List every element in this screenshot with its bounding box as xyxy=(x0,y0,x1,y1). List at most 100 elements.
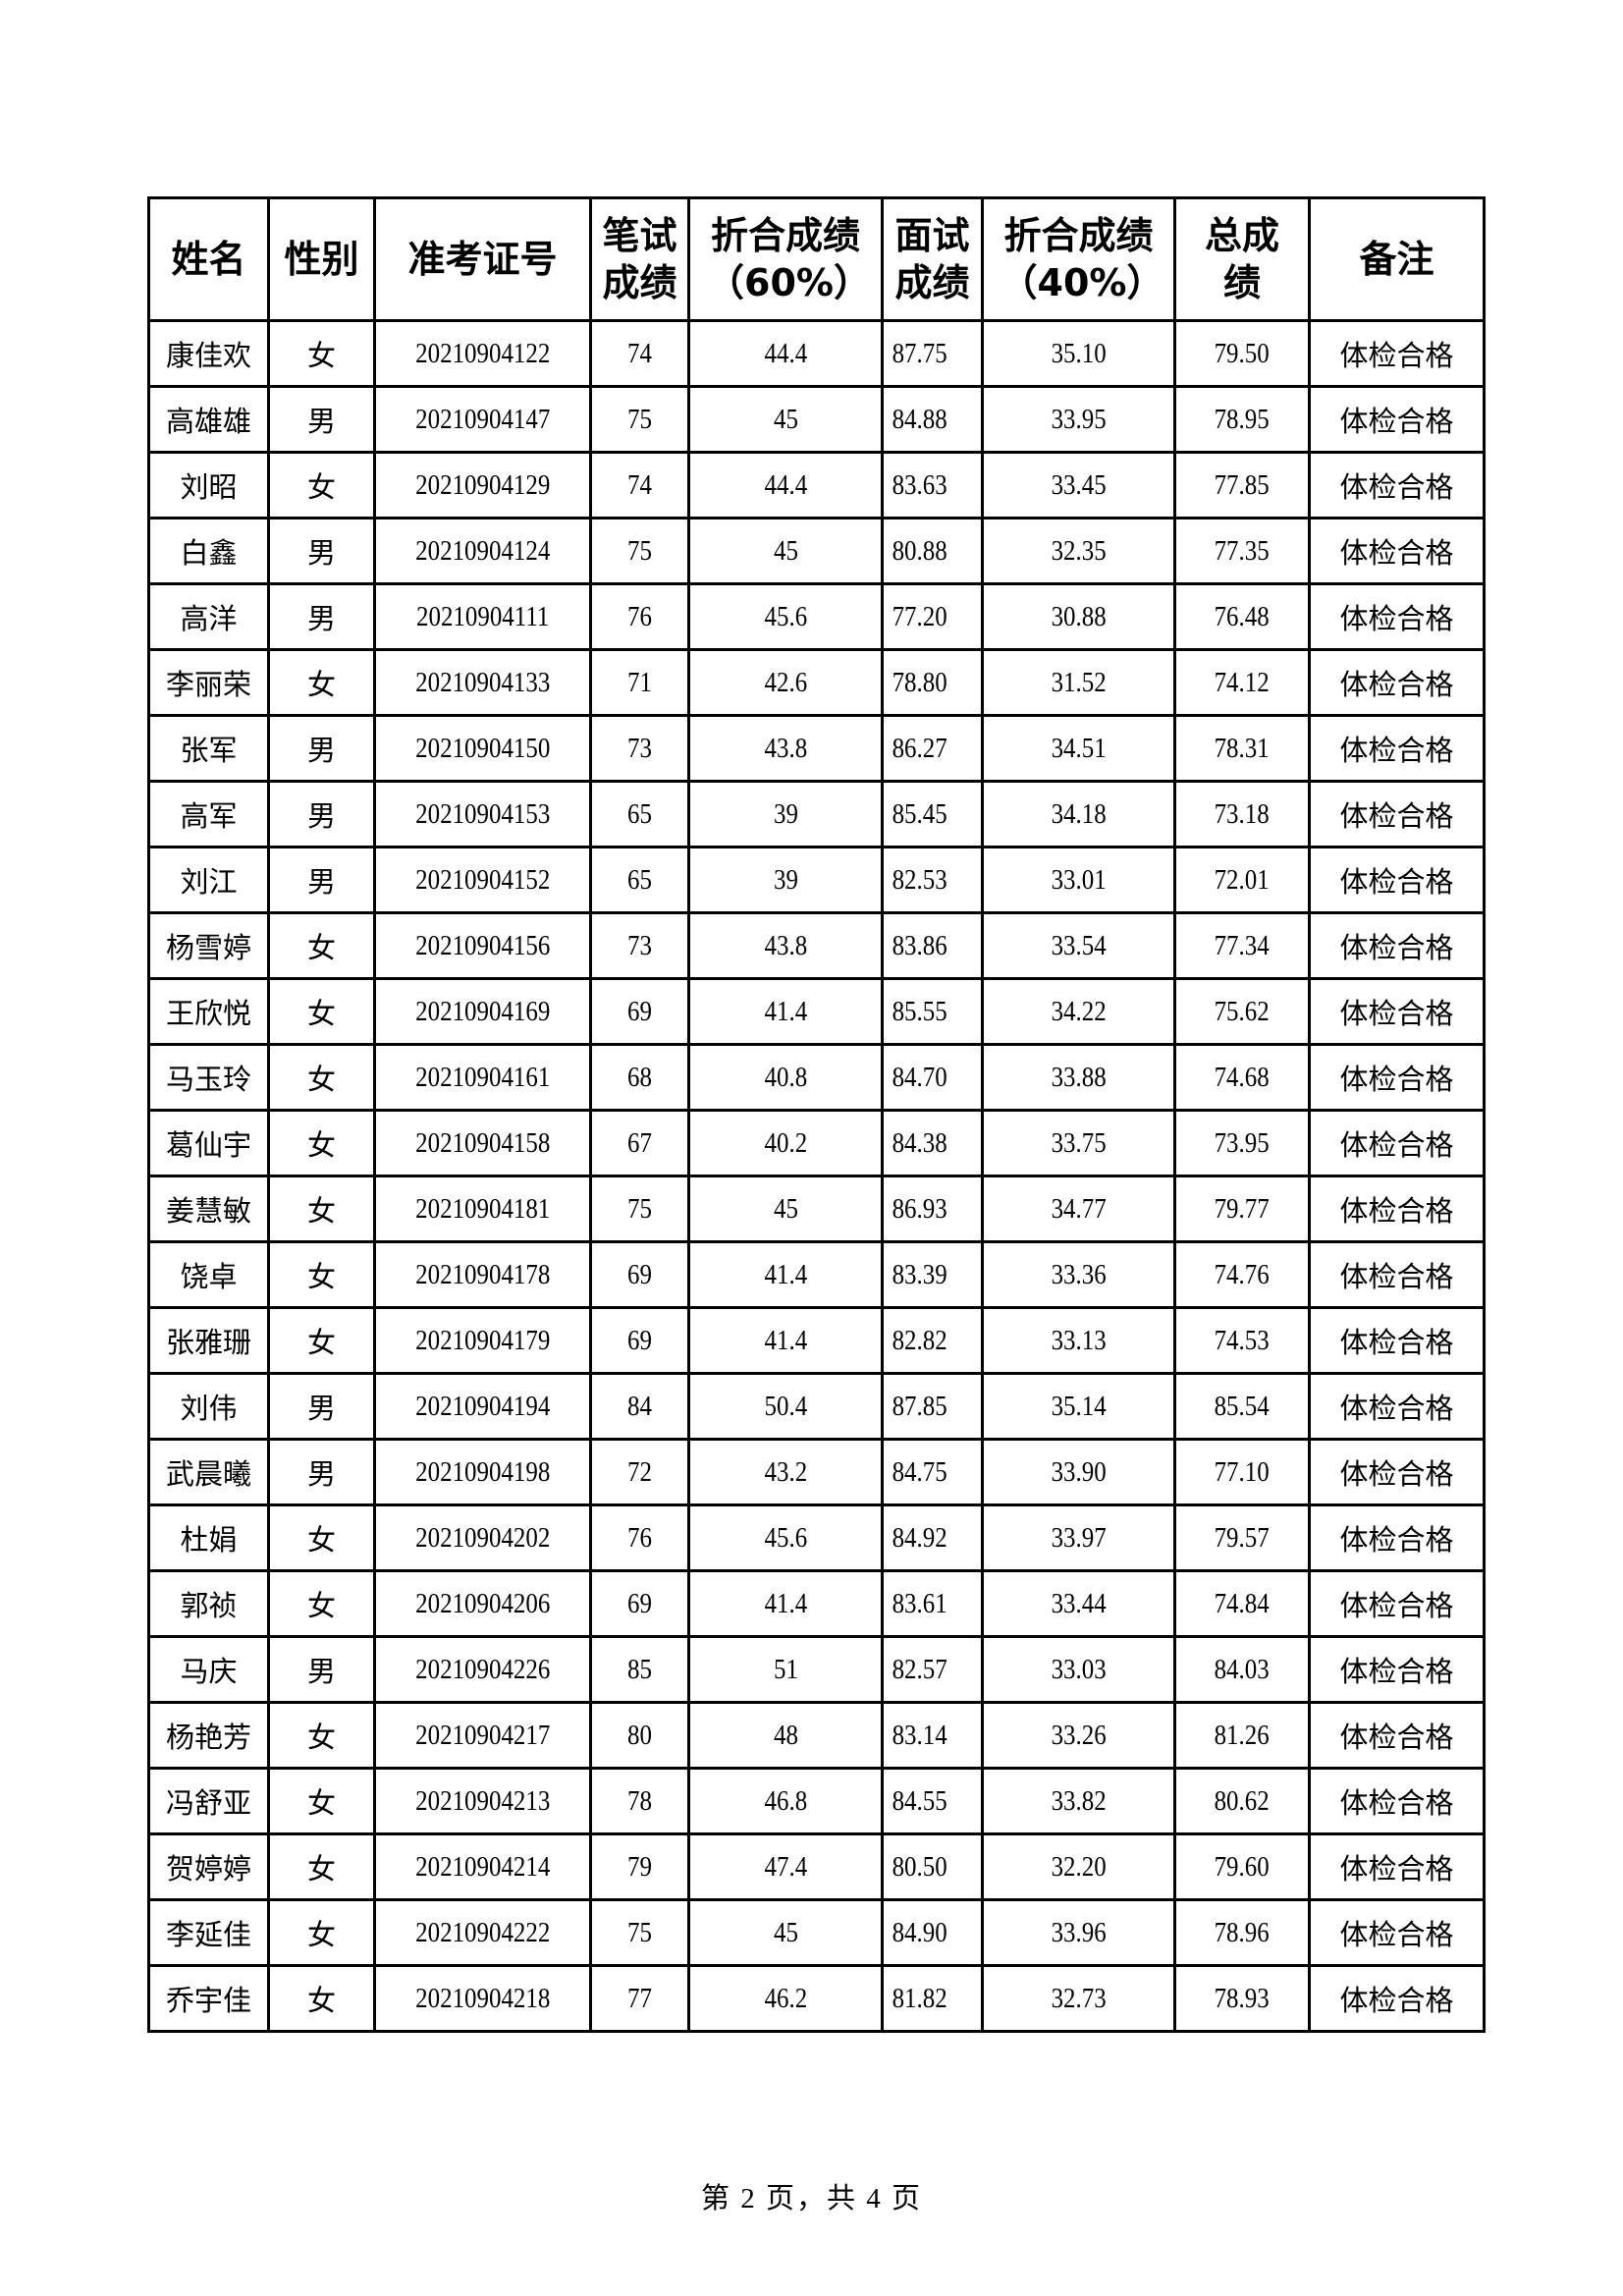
cell-total-score: 72.01 xyxy=(1173,846,1311,914)
cell-text: 高雄雄 xyxy=(165,407,251,438)
cell-text: 33.96 xyxy=(1051,1916,1107,1948)
cell-gender: 女 xyxy=(267,1898,376,1967)
cell-text: 王欣悦 xyxy=(165,999,251,1030)
cell-text: 20210904152 xyxy=(414,863,551,896)
table-row: 乔宇佳 女 20210904218 77 46.2 81.82 32.73 78.93 体检合格 xyxy=(147,1964,1486,2033)
cell-remark: 体检合格 xyxy=(1308,714,1486,783)
cell-remark: 体检合格 xyxy=(1308,1438,1486,1506)
cell-interview-score: 87.85 xyxy=(881,1372,984,1441)
cell-text: 50.4 xyxy=(764,1390,807,1422)
cell-text: 76 xyxy=(627,600,652,632)
cell-written-weighted: 43.8 xyxy=(687,911,884,980)
cell-text: 44.4 xyxy=(764,337,807,369)
cell-text: 体检合格 xyxy=(1339,1525,1454,1557)
header-text: 性别 xyxy=(284,238,359,281)
cell-text: 47.4 xyxy=(764,1850,807,1883)
table-row: 贺婷婷 女 20210904214 79 47.4 80.50 32.20 79.60 体检合格 xyxy=(147,1832,1486,1901)
cell-remark: 体检合格 xyxy=(1308,911,1486,980)
cell-text: 83.63 xyxy=(892,468,947,501)
cell-total-score: 73.95 xyxy=(1173,1109,1311,1177)
header-gender: 性别 xyxy=(267,196,376,322)
cell-written-score: 85 xyxy=(589,1635,690,1704)
cell-interview-score: 80.88 xyxy=(881,517,984,585)
cell-text: 84.88 xyxy=(892,403,947,435)
cell-written-weighted: 45.6 xyxy=(687,1503,884,1572)
cell-written-weighted: 43.2 xyxy=(687,1438,884,1506)
cell-remark: 体检合格 xyxy=(1308,1240,1486,1309)
cell-interview-weighted: 34.51 xyxy=(981,714,1176,783)
header-text: 备注 xyxy=(1359,238,1434,281)
cell-text: 20210904147 xyxy=(414,403,551,435)
cell-text: 77.20 xyxy=(892,600,947,632)
cell-text: 33.44 xyxy=(1051,1587,1107,1619)
cell-name: 乔宇佳 xyxy=(147,1964,270,2033)
cell-gender: 女 xyxy=(267,911,376,980)
cell-text: 87.75 xyxy=(892,337,947,369)
cell-name: 张雅珊 xyxy=(147,1306,270,1375)
cell-written-weighted: 45 xyxy=(687,1898,884,1967)
cell-text: 75.62 xyxy=(1214,995,1271,1027)
cell-text: 男 xyxy=(306,736,336,767)
cell-name: 刘昭 xyxy=(147,451,270,519)
cell-text: 75 xyxy=(627,1192,652,1225)
cell-exam-id: 20210904122 xyxy=(373,319,592,388)
cell-text: 体检合格 xyxy=(1339,933,1454,964)
cell-written-score: 73 xyxy=(589,714,690,783)
table-row: 刘伟 男 20210904194 84 50.4 87.85 35.14 85.54 体检合格 xyxy=(147,1372,1486,1441)
cell-written-score: 75 xyxy=(589,517,690,585)
cell-remark: 体检合格 xyxy=(1308,1635,1486,1704)
cell-total-score: 78.95 xyxy=(1173,385,1311,454)
cell-text: 体检合格 xyxy=(1339,670,1454,701)
cell-text: 73 xyxy=(627,929,652,961)
cell-text: 33.54 xyxy=(1051,929,1107,961)
cell-total-score: 84.03 xyxy=(1173,1635,1311,1704)
cell-text: 体检合格 xyxy=(1339,1657,1454,1688)
cell-interview-score: 85.45 xyxy=(881,780,984,848)
cell-total-score: 76.48 xyxy=(1173,582,1311,651)
cell-text: 45 xyxy=(773,1916,798,1948)
cell-text: 体检合格 xyxy=(1339,1130,1454,1162)
cell-name: 王欣悦 xyxy=(147,977,270,1046)
cell-interview-score: 84.70 xyxy=(881,1043,984,1112)
header-interview-weighted: 折合成绩（40%） xyxy=(981,196,1176,322)
cell-text: 41.4 xyxy=(764,1587,807,1619)
cell-interview-weighted: 35.14 xyxy=(981,1372,1176,1441)
cell-interview-weighted: 33.45 xyxy=(981,451,1176,519)
cell-written-score: 69 xyxy=(589,977,690,1046)
cell-text: 74.53 xyxy=(1214,1324,1271,1356)
cell-interview-score: 82.82 xyxy=(881,1306,984,1375)
cell-remark: 体检合格 xyxy=(1308,582,1486,651)
cell-written-weighted: 46.2 xyxy=(687,1964,884,2033)
cell-text: 姜慧敏 xyxy=(165,1196,251,1228)
cell-text: 83.61 xyxy=(892,1587,947,1619)
cell-text: 体检合格 xyxy=(1339,604,1454,635)
cell-exam-id: 20210904124 xyxy=(373,517,592,585)
table-row: 冯舒亚 女 20210904213 78 46.8 84.55 33.82 80.62 体检合格 xyxy=(147,1767,1486,1835)
cell-written-score: 69 xyxy=(589,1306,690,1375)
cell-interview-weighted: 33.82 xyxy=(981,1767,1176,1835)
cell-text: 张军 xyxy=(180,736,238,767)
cell-gender: 男 xyxy=(267,1372,376,1441)
cell-text: 20210904150 xyxy=(414,732,551,764)
cell-text: 体检合格 xyxy=(1339,1920,1454,1951)
cell-text: 男 xyxy=(306,1459,336,1491)
cell-text: 饶卓 xyxy=(180,1262,238,1293)
cell-text: 33.03 xyxy=(1051,1653,1107,1685)
table-row: 饶卓 女 20210904178 69 41.4 83.39 33.36 74.76 体检合格 xyxy=(147,1240,1486,1309)
cell-exam-id: 20210904147 xyxy=(373,385,592,454)
cell-text: 体检合格 xyxy=(1339,801,1454,833)
cell-text: 体检合格 xyxy=(1339,1394,1454,1425)
cell-written-score: 65 xyxy=(589,780,690,848)
cell-gender: 男 xyxy=(267,714,376,783)
cell-text: 女 xyxy=(306,472,336,504)
cell-text: 40.8 xyxy=(764,1061,807,1093)
cell-exam-id: 20210904217 xyxy=(373,1701,592,1770)
cell-interview-weighted: 33.95 xyxy=(981,385,1176,454)
cell-interview-weighted: 34.22 xyxy=(981,977,1176,1046)
cell-text: 刘伟 xyxy=(180,1394,238,1425)
table-row: 李延佳 女 20210904222 75 45 84.90 33.96 78.96 体检合格 xyxy=(147,1898,1486,1967)
cell-text: 男 xyxy=(306,407,336,438)
header-text: 折合成绩（60%） xyxy=(707,214,871,304)
cell-interview-weighted: 34.18 xyxy=(981,780,1176,848)
cell-remark: 体检合格 xyxy=(1308,1043,1486,1112)
